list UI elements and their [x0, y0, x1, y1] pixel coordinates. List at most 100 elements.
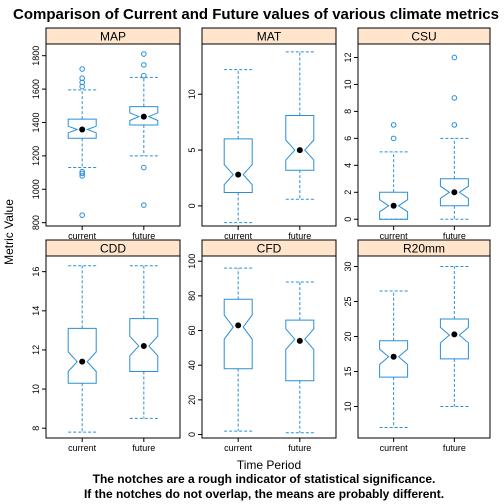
- y-tick-label-map: 1600: [31, 79, 41, 99]
- notched-box-r20mm-future: [439, 318, 469, 360]
- y-tick-label-cfd: 60: [187, 326, 197, 336]
- y-tick-label-csu: 12: [343, 52, 353, 62]
- outlier-point-map-future: [141, 51, 147, 57]
- y-tick-label-csu: 8: [343, 109, 353, 114]
- notched-box-mat-current: [223, 138, 253, 193]
- panel-cdd: CDD 8 10 12 14 16 current future: [31, 239, 181, 453]
- mean-dot-mat-future: [296, 147, 303, 154]
- y-tick-label-map: 800: [31, 215, 41, 230]
- strip-label-csu: CSU: [411, 30, 436, 44]
- outlier-point-csu-future: [451, 122, 458, 128]
- y-tick-label-r20mm: 20: [343, 331, 353, 341]
- outlier-point-map-current: [79, 75, 85, 82]
- y-axis-label: Metric Value: [2, 199, 16, 265]
- y-tick-label-csu: 0: [343, 217, 353, 222]
- mean-dot-cdd-future: [140, 343, 147, 350]
- outlier-point-csu-current: [390, 135, 397, 142]
- notched-box-map-future: [129, 106, 159, 126]
- panel-r20mm: R20mm 10 15 20 25 30 current future: [343, 239, 491, 453]
- y-tick-label-map: 1400: [31, 112, 41, 132]
- y-tick-label-csu: 6: [343, 136, 353, 141]
- outlier-point-csu-current: [390, 122, 397, 128]
- notched-box-cfd-future: [285, 319, 315, 382]
- mean-dot-cfd-future: [296, 337, 303, 344]
- strip-label-mat: MAT: [257, 30, 282, 44]
- panel-cfd: CFD 0 20 40 60 80 100 current future: [187, 239, 337, 453]
- y-tick-label-r20mm: 10: [343, 401, 353, 411]
- note-line-2: If the notches do not overlap, the means…: [84, 487, 444, 501]
- notched-box-cdd-future: [129, 318, 159, 372]
- outlier-point-map-current: [79, 66, 85, 72]
- y-tick-label-cdd: 10: [31, 384, 41, 394]
- panel-border-map: [45, 43, 181, 227]
- outlier-point-map-future: [141, 72, 147, 79]
- panel-border-mat: [201, 43, 337, 227]
- panel-mat: MAT 0 5 10 current future: [187, 27, 337, 241]
- x-tick-label-cfd-current: current: [224, 443, 253, 453]
- y-tick-label-cdd: 8: [31, 426, 41, 431]
- x-axis-label: Time Period: [237, 458, 301, 472]
- outlier-point-map-current: [79, 170, 85, 177]
- outlier-point-map-future: [141, 202, 147, 208]
- y-tick-label-cfd: 40: [187, 360, 197, 370]
- y-tick-label-cdd: 14: [31, 306, 41, 316]
- strip-label-r20mm: R20mm: [403, 242, 445, 256]
- y-tick-label-mat: 0: [187, 203, 197, 208]
- panel-border-r20mm: [357, 255, 491, 439]
- panel-border-cfd: [201, 255, 337, 439]
- panel-csu: CSU 0 2 4 6 8 10 12 current future: [343, 27, 491, 241]
- mean-dot-cdd-current: [79, 358, 86, 365]
- y-tick-label-r20mm: 15: [343, 366, 353, 376]
- mean-dot-mat-current: [235, 171, 242, 178]
- x-tick-label-csu-future: future: [443, 231, 466, 241]
- y-tick-label-cfd: 100: [187, 254, 197, 269]
- x-tick-label-map-current: current: [68, 231, 97, 241]
- notched-box-csu-future: [439, 178, 469, 207]
- y-tick-label-cdd: 16: [31, 267, 41, 277]
- y-tick-label-csu: 10: [343, 79, 353, 89]
- strip-label-map: MAP: [100, 30, 126, 44]
- outlier-point-map-future: [141, 62, 147, 68]
- strip-label-cdd: CDD: [100, 242, 126, 256]
- mean-dot-r20mm-future: [451, 331, 458, 338]
- x-tick-label-csu-current: current: [380, 231, 409, 241]
- x-tick-label-r20mm-future: future: [443, 443, 466, 453]
- chart-title: Comparison of Current and Future values …: [13, 6, 499, 23]
- mean-dot-r20mm-current: [390, 353, 397, 360]
- notched-box-cfd-current: [223, 298, 253, 370]
- notched-box-map-current: [67, 118, 97, 139]
- panel-border-cdd: [45, 255, 181, 439]
- y-tick-label-r20mm: 25: [343, 296, 353, 306]
- note-line-1: The notches are a rough indicator of sta…: [93, 472, 436, 486]
- notched-box-mat-future: [285, 115, 315, 171]
- y-tick-label-csu: 4: [343, 163, 353, 168]
- mean-dot-csu-current: [390, 202, 397, 209]
- x-tick-label-mat-future: future: [288, 231, 311, 241]
- y-tick-label-map: 1200: [31, 146, 41, 166]
- x-tick-label-cdd-future: future: [132, 443, 155, 453]
- panel-border-csu: [357, 43, 491, 227]
- y-tick-label-mat: 5: [187, 148, 197, 153]
- outlier-point-map-future: [141, 164, 147, 171]
- strip-label-cfd: CFD: [257, 242, 282, 256]
- outlier-point-csu-future: [451, 54, 458, 61]
- x-tick-label-mat-current: current: [224, 231, 253, 241]
- mean-dot-csu-future: [451, 189, 458, 196]
- notched-box-cdd-current: [67, 327, 97, 384]
- y-tick-label-mat: 10: [187, 89, 197, 99]
- x-tick-label-map-future: future: [132, 231, 155, 241]
- y-tick-label-cfd: 0: [187, 432, 197, 437]
- x-tick-label-cdd-current: current: [68, 443, 97, 453]
- y-tick-label-map: 1800: [31, 46, 41, 66]
- outlier-point-map-current: [79, 168, 85, 175]
- mean-dot-cfd-current: [235, 322, 242, 329]
- notched-box-csu-current: [379, 191, 409, 220]
- notched-box-r20mm-current: [379, 340, 409, 378]
- y-tick-label-cdd: 12: [31, 345, 41, 355]
- x-tick-label-cfd-future: future: [288, 443, 311, 453]
- panel-map: MAP 800 1000 1200 1400 1600 1800 current future: [31, 27, 181, 241]
- outlier-point-map-current: [79, 212, 85, 218]
- mean-dot-map-current: [79, 126, 86, 133]
